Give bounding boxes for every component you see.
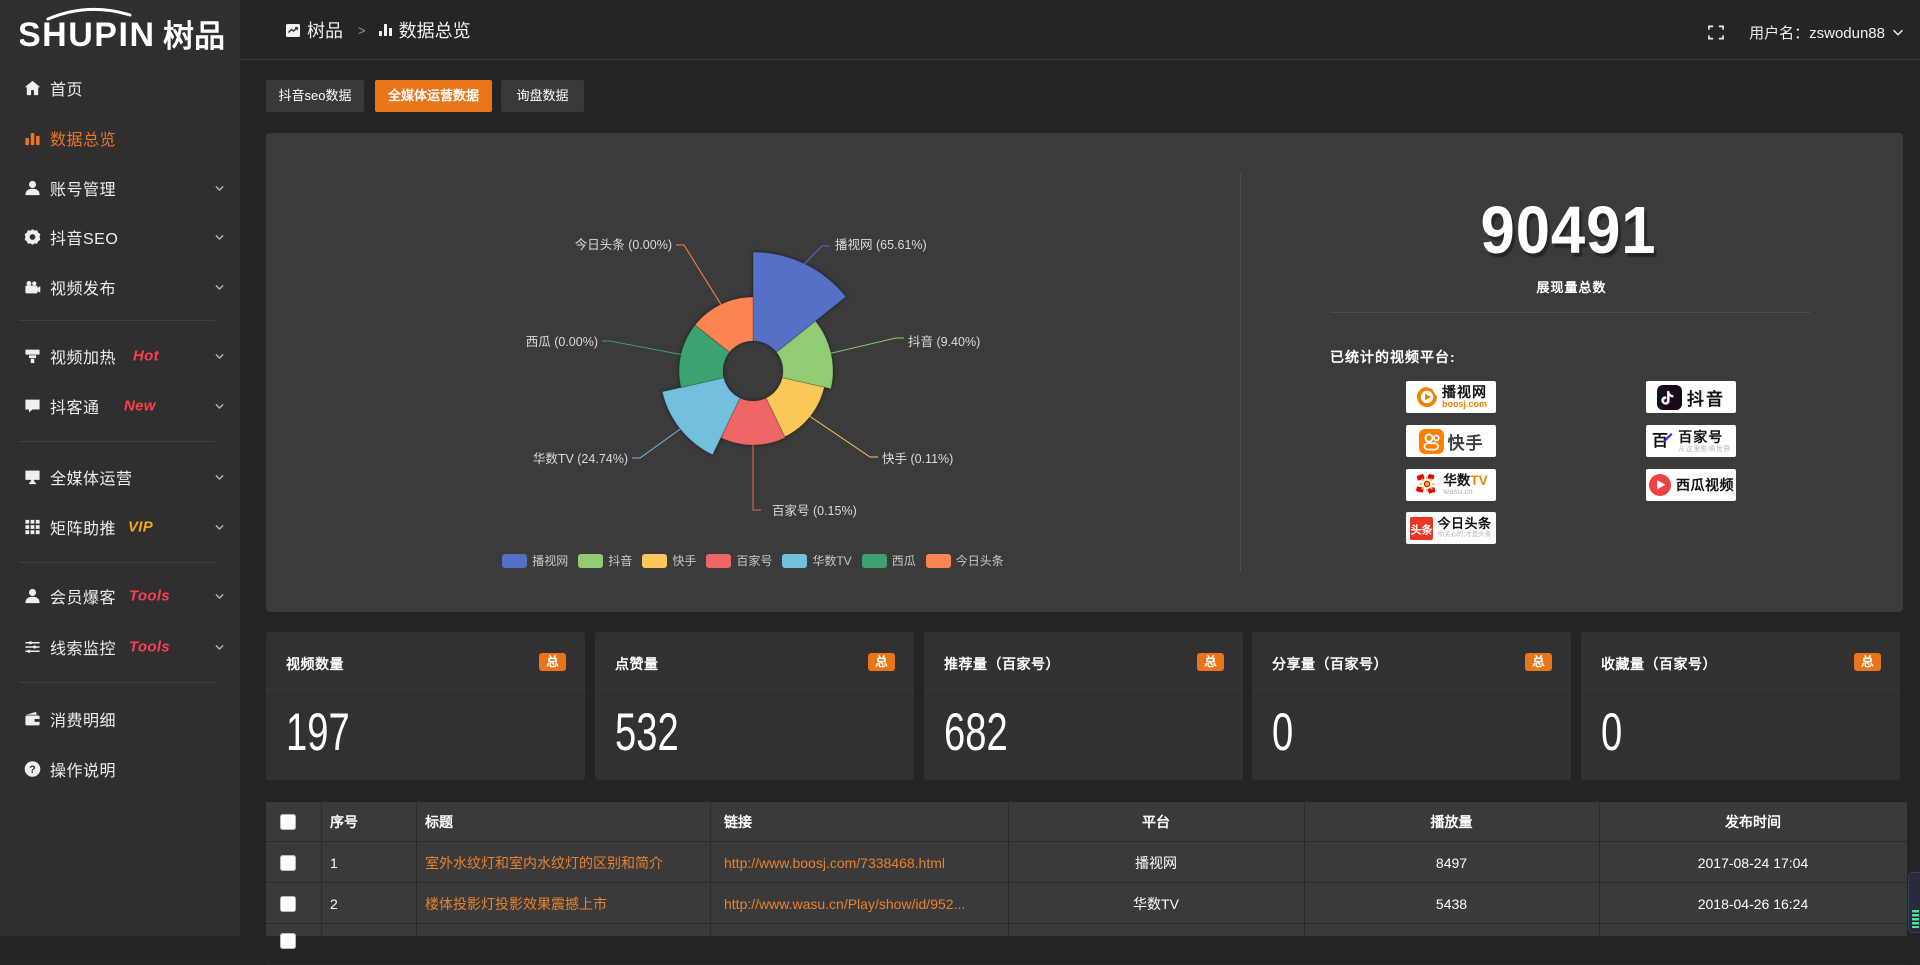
svg-text:抖音 (9.40%): 抖音 (9.40%) <box>908 334 980 349</box>
svg-text:树品: 树品 <box>163 19 225 52</box>
svg-text:今日头条 (0.00%): 今日头条 (0.00%) <box>575 237 672 252</box>
svg-text:百家号 (0.15%): 百家号 (0.15%) <box>772 503 857 518</box>
svg-text:SHUPIN: SHUPIN <box>20 16 154 52</box>
svg-text:头条: 头条 <box>1411 522 1434 536</box>
svg-text:快手 (0.11%): 快手 (0.11%) <box>882 452 953 466</box>
svg-text:华数TV (24.74%): 华数TV (24.74%) <box>533 451 628 466</box>
svg-text:?: ? <box>29 764 35 776</box>
svg-text:西瓜 (0.00%): 西瓜 (0.00%) <box>526 335 598 349</box>
svg-text:播视网 (65.61%): 播视网 (65.61%) <box>835 237 927 252</box>
svg-text:百: 百 <box>1652 432 1668 450</box>
